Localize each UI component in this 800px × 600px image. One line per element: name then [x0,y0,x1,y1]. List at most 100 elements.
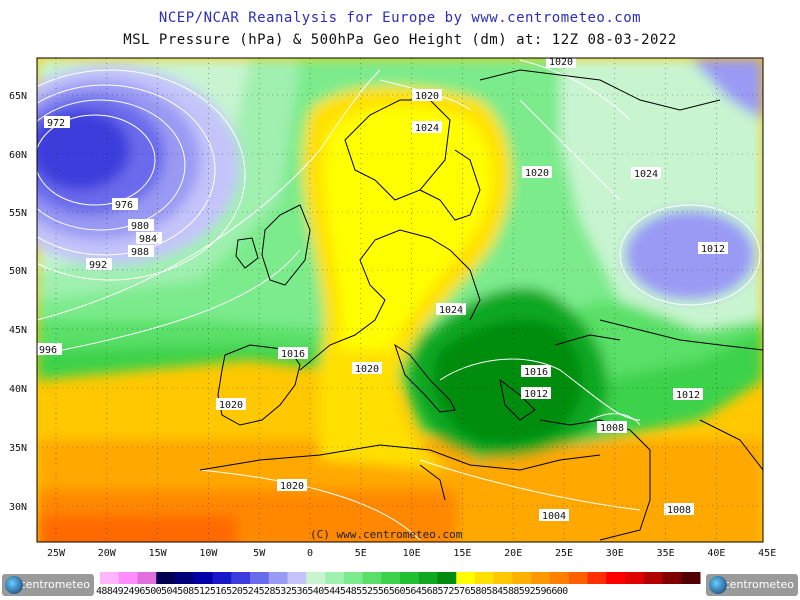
latitude-label: 55N [9,208,27,219]
longitude-label: 45E [758,548,776,559]
colorbar-swatch [475,572,495,584]
longitude-label: 25E [555,548,573,559]
colorbar-swatch [212,572,232,584]
colorbar-swatch [550,572,570,584]
colorbar-swatch [418,572,438,584]
weather-map: 972 976 980 984 988 992 996 1020 1024 10… [9,57,776,559]
map-area: 972 976 980 984 988 992 996 1020 1024 10… [37,57,763,542]
coastlines [199,69,763,541]
isobar-label: 1020 [522,166,552,179]
latitude-labels: 65N 60N 55N 50N 45N 40N 35N 30N [9,91,27,513]
longitude-label: 10W [199,548,218,559]
latitude-label: 30N [9,502,27,513]
isobar-label: 996 [37,343,62,356]
svg-text:1008: 1008 [600,423,624,434]
isobars [37,59,761,541]
longitude-label: 15E [453,548,471,559]
isobar-labels: 972 976 980 984 988 992 996 1020 1024 10… [37,57,728,522]
colorbar [100,572,701,584]
svg-text:996: 996 [39,345,57,356]
colorbar-swatch [193,572,213,584]
svg-text:1020: 1020 [549,57,573,68]
isobar-label: 1020 [546,57,576,68]
isobar-label: 980 [128,219,154,232]
svg-text:1020: 1020 [280,481,304,492]
colorbar-swatch [137,572,157,584]
colorbar-swatch [568,572,588,584]
isobar-label: 1012 [673,388,703,401]
svg-text:992: 992 [89,260,107,271]
colorbar-swatch [625,572,645,584]
colorbar-swatch [606,572,626,584]
colorbar-swatch [268,572,288,584]
isobar-label: 1016 [278,347,308,360]
svg-text:976: 976 [115,200,133,211]
svg-text:1016: 1016 [281,349,305,360]
colorbar-swatch [381,572,401,584]
centrometeo-logo-right: centrometeo [706,574,798,596]
longitude-label: 10E [403,548,421,559]
svg-text:984: 984 [139,234,157,245]
longitude-labels: 25W 20W 15W 10W 5W 0 5E 10E 15E 20E 25E 30E 35E 40E 45… [47,548,776,559]
colorbar-swatch [250,572,270,584]
longitude-label: 20E [504,548,522,559]
svg-text:1020: 1020 [525,168,549,179]
svg-text:1020: 1020 [219,400,243,411]
colorbar-swatch [643,572,663,584]
longitude-label: 40E [707,548,725,559]
isobar-label: 1012 [698,242,728,255]
colorbar-swatch [175,572,195,584]
colorbar-swatch [681,572,701,584]
colorbar-swatch [325,572,345,584]
isobar-label: 1024 [412,121,442,134]
svg-text:1008: 1008 [667,505,691,516]
longitude-label: 30E [606,548,624,559]
longitude-label: 5W [253,548,266,559]
longitude-label: 25W [47,548,66,559]
svg-text:980: 980 [131,221,149,232]
svg-text:1012: 1012 [524,389,548,400]
colorbar-swatch [118,572,138,584]
colorbar-swatch [306,572,326,584]
colorbar-swatch [100,572,120,584]
longitude-label: 15W [149,548,168,559]
isobar-label: 1020 [412,89,442,102]
isobar-label: 1016 [521,365,551,378]
svg-text:1020: 1020 [415,91,439,102]
isobar-label: 1008 [664,503,694,516]
colorbar-swatch [362,572,382,584]
colorbar-swatch [493,572,513,584]
map-title: NCEP/NCAR Reanalysis for Europe by www.c… [158,10,642,26]
isobar-label: 984 [136,232,162,245]
map-frame [36,57,764,543]
isobar-label: 992 [86,258,112,271]
svg-text:1012: 1012 [676,390,700,401]
map-subtitle: MSL Pressure (hPa) & 500hPa Geo Height (… [123,32,677,48]
colorbar-swatch [343,572,363,584]
colorbar-swatch [512,572,532,584]
colorbar-swatch [662,572,682,584]
isobar-label: 1008 [597,421,627,434]
copyright-text: (C) www.centrometeo.com [310,528,463,541]
svg-text:1012: 1012 [701,244,725,255]
colorbar-swatch [400,572,420,584]
colorbar-swatch [156,572,176,584]
latitude-label: 50N [9,266,27,277]
latitude-label: 60N [9,150,27,161]
colorbar-swatch [231,572,251,584]
isobar-label: 1012 [521,387,551,400]
longitude-label: 5E [355,548,367,559]
latitude-label: 35N [9,443,27,454]
isobar-label: 1004 [539,509,569,522]
isobar-label: 1024 [436,303,466,316]
svg-text:1024: 1024 [415,123,439,134]
isobar-label: 1020 [277,479,307,492]
colorbar-values: 4884924965005045085125165205245285325365… [96,586,568,597]
svg-text:1024: 1024 [634,169,658,180]
isobar-label: 1020 [216,398,246,411]
colorbar-swatch [287,572,307,584]
isobar-label: 1024 [631,167,661,180]
svg-text:988: 988 [131,247,149,258]
isobar-label: 976 [112,198,138,211]
svg-text:1020: 1020 [355,364,379,375]
